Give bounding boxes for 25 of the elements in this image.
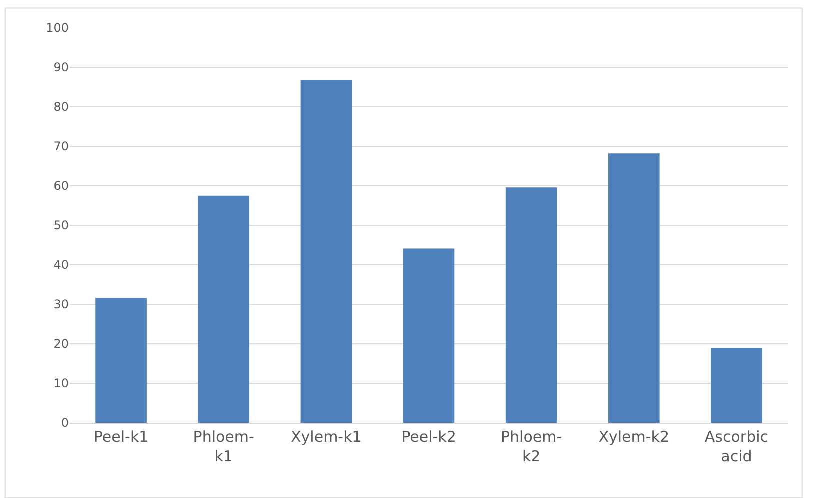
x-tick-label: Ascorbic acid xyxy=(704,428,769,466)
bar xyxy=(608,154,660,423)
bar xyxy=(711,348,762,423)
x-tick-label: Phloem-k1 xyxy=(193,428,254,466)
y-tick-label: 10 xyxy=(54,376,69,391)
y-tick-label: 100 xyxy=(46,21,69,36)
y-tick-label: 0 xyxy=(61,416,69,430)
y-tick-label: 90 xyxy=(54,60,69,75)
x-tick-label: Xylem-k1 xyxy=(291,428,362,446)
x-tick-label: Phloem-k2 xyxy=(500,428,562,466)
bar xyxy=(506,188,558,423)
y-tick-label: 70 xyxy=(54,140,69,154)
y-tick-label: 60 xyxy=(54,179,69,194)
bar xyxy=(198,196,250,423)
x-tick-label: Xylem-k2 xyxy=(598,428,670,446)
y-tick-label: 80 xyxy=(54,100,69,114)
x-tick-label: Peel-k1 xyxy=(94,428,149,446)
y-tick-label: 50 xyxy=(54,218,69,233)
bar xyxy=(403,248,455,423)
bar xyxy=(96,298,147,423)
y-tick-label: 40 xyxy=(54,258,69,272)
x-tick-label: Peel-k2 xyxy=(402,428,456,446)
y-tick-label: 20 xyxy=(54,337,69,352)
bar xyxy=(300,80,352,423)
y-tick-label: 30 xyxy=(54,298,69,312)
